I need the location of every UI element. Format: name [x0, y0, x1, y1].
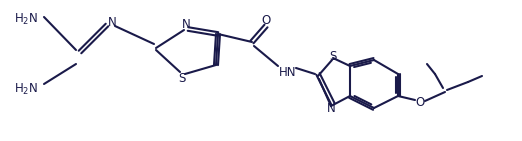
Text: O: O — [416, 96, 424, 110]
Text: H$_2$N: H$_2$N — [14, 12, 38, 27]
Text: HN: HN — [279, 66, 296, 79]
Text: N: N — [182, 18, 191, 31]
Text: O: O — [262, 15, 270, 27]
Text: N: N — [108, 16, 116, 28]
Text: S: S — [179, 71, 186, 84]
Text: H$_2$N: H$_2$N — [14, 82, 38, 97]
Text: S: S — [329, 49, 337, 62]
Text: N: N — [327, 102, 335, 114]
